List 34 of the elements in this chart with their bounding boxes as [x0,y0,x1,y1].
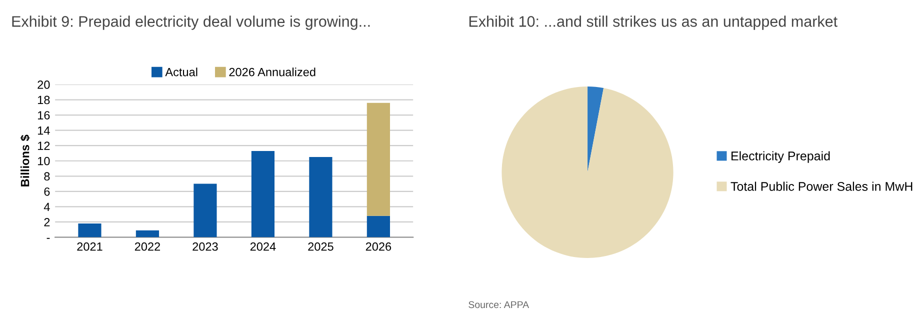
x-tick-label: 2024 [250,242,276,251]
bar [78,224,102,238]
y-tick-label: 18 [38,96,50,104]
x-tick-label: 2022 [134,242,160,251]
bar [251,150,275,238]
y-tick-label: 12 [38,142,50,150]
bar [309,157,332,238]
x-tick-label: 2025 [308,242,334,251]
legend-label: Actual [165,68,198,76]
y-tick-label: 8 [44,172,50,181]
x-tick-label: 2021 [77,242,102,251]
pie-slice [588,86,604,172]
y-tick-label: 4 [44,202,50,211]
y-tick-label: 20 [38,80,50,89]
chart-title: Exhibit 10: ...and still strikes us as an untapped market [469,16,838,30]
y-tick-label: 2 [44,218,50,226]
x-tick-label: 2023 [192,242,218,251]
bar [366,216,390,238]
y-tick-label: 14 [38,126,50,135]
x-tick-label: 2026 [366,242,392,251]
y-tick-label: 16 [38,111,50,120]
bar [194,184,217,238]
y-tick-label: 10 [38,156,50,166]
source-note: Source: APPA [468,301,530,308]
legend-label: Electricity Prepaid [732,151,830,163]
bar [136,230,160,238]
bar [366,102,390,216]
chart-title: Exhibit 9: Prepaid electricity deal volume is growing... [12,16,370,30]
pie-slice [502,86,674,258]
legend-label: 2026 Annualized [229,68,316,76]
y-tick-label: - [46,238,50,239]
legend-label: Total Public Power Sales in MwH [730,182,912,191]
y-axis-title: Billions $ [20,134,30,186]
y-tick-label: 6 [44,187,50,196]
